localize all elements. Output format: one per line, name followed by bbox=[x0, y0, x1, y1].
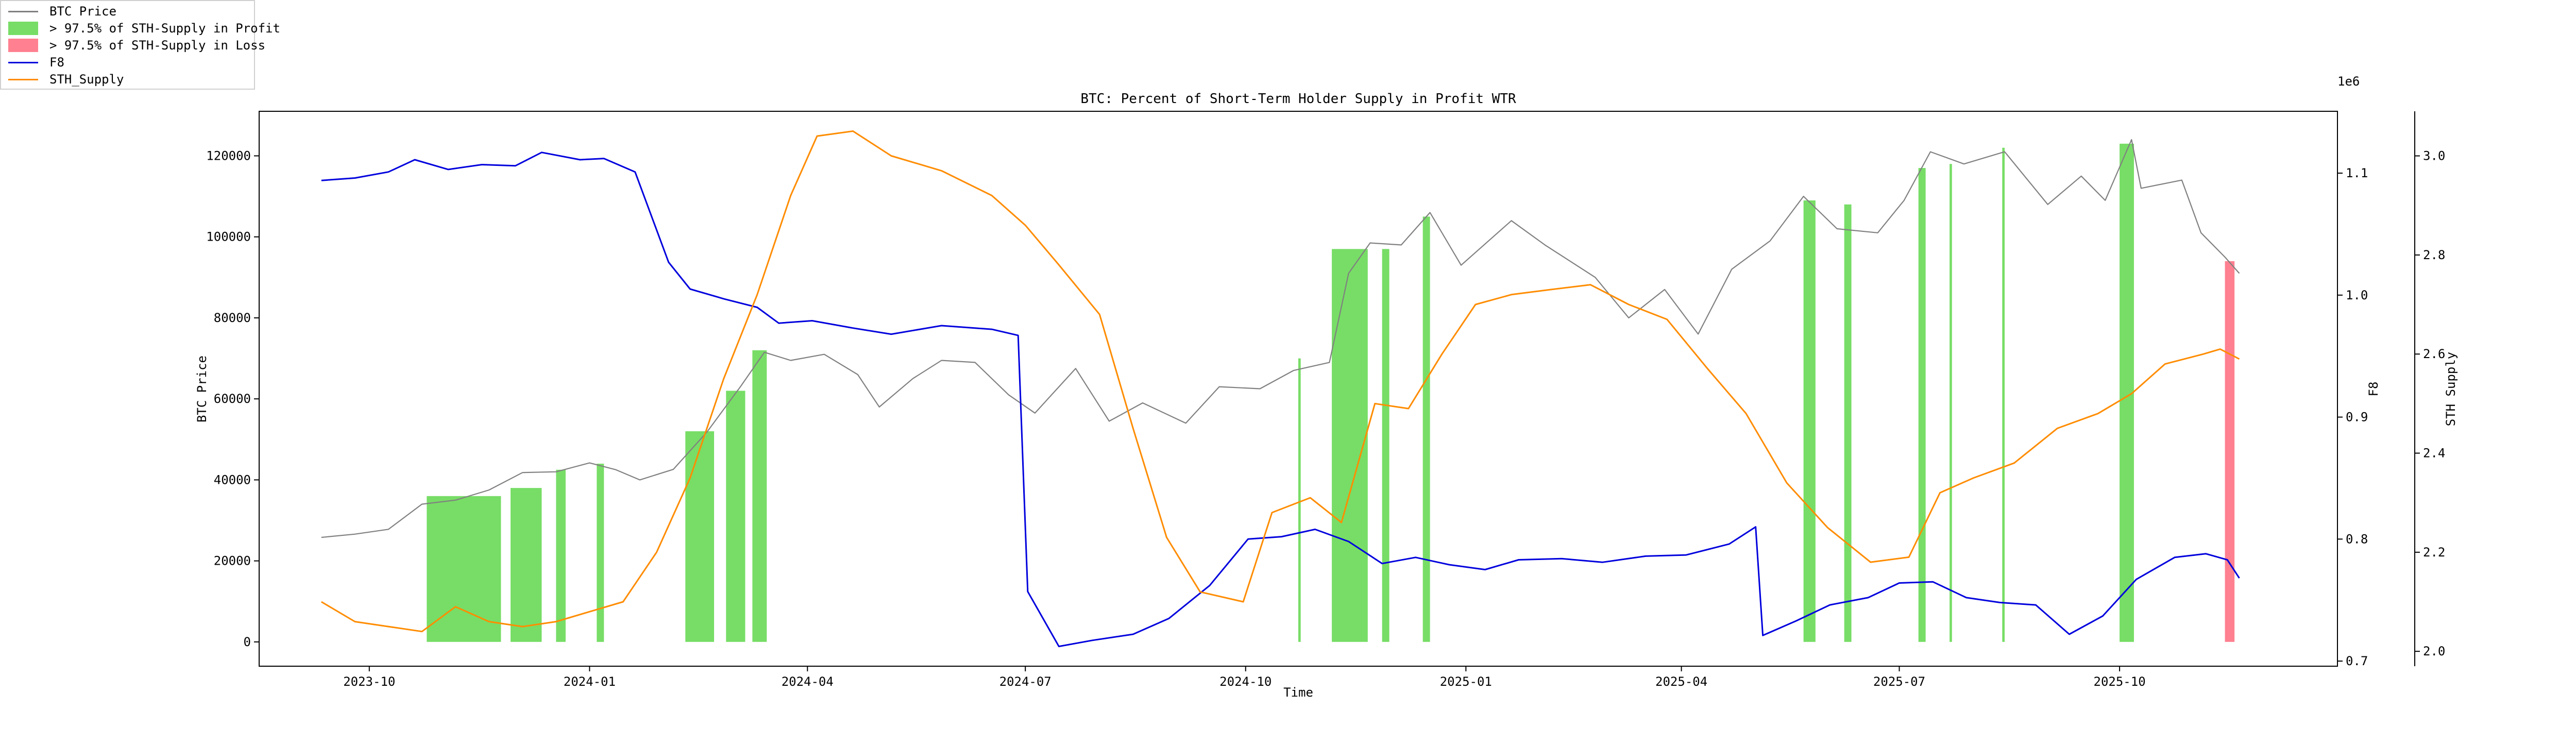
legend-key-loss bbox=[8, 39, 38, 52]
legend-key-btc-price bbox=[8, 5, 38, 18]
x-tick-label: 2024-01 bbox=[564, 674, 616, 689]
legend: BTC Price > 97.5% of STH-Supply in Profi… bbox=[0, 0, 280, 90]
profit-band bbox=[1422, 216, 1430, 642]
f8-tick-label: 0.8 bbox=[2346, 532, 2368, 546]
loss-band bbox=[2225, 261, 2235, 642]
legend-item-f8: F8 bbox=[8, 54, 64, 71]
legend-item-btc-price: BTC Price bbox=[8, 3, 116, 20]
y-tick-label: 0 bbox=[244, 635, 251, 649]
profit-band bbox=[1298, 358, 1301, 642]
x-tick-label: 2023-10 bbox=[343, 674, 395, 689]
y-tick-label: 40000 bbox=[214, 472, 251, 487]
y-tick-label: 20000 bbox=[214, 554, 251, 568]
y-tick-label: 100000 bbox=[206, 230, 251, 244]
x-tick-label: 2025-01 bbox=[1440, 674, 1492, 689]
legend-label: > 97.5% of STH-Supply in Profit bbox=[49, 21, 280, 36]
profit-band bbox=[726, 391, 745, 642]
legend-label: BTC Price bbox=[49, 4, 117, 19]
profit-band bbox=[2002, 147, 2005, 642]
sth-tick-label: 2.2 bbox=[2423, 545, 2445, 560]
x-tick-label: 2024-07 bbox=[999, 674, 1052, 689]
profit-band bbox=[685, 431, 715, 642]
sth-tick-label: 3.0 bbox=[2423, 149, 2445, 163]
sth-axis-offset-text: 1e6 bbox=[2337, 74, 2360, 89]
profit-band bbox=[1950, 164, 1952, 642]
x-tick-label: 2025-07 bbox=[1873, 674, 1925, 689]
profit-band bbox=[597, 463, 604, 642]
sth-tick-label: 2.4 bbox=[2423, 446, 2445, 461]
profit-band bbox=[1844, 204, 1852, 642]
sth-supply-line bbox=[321, 130, 2240, 633]
f8-tick-label: 0.7 bbox=[2346, 654, 2368, 668]
x-tick-label: 2024-04 bbox=[782, 674, 834, 689]
sth-tick-label: 2.0 bbox=[2423, 644, 2445, 658]
profit-band bbox=[510, 488, 542, 642]
profit-band bbox=[556, 469, 566, 642]
profit-band bbox=[1803, 200, 1816, 642]
f8-line bbox=[321, 151, 2240, 648]
legend-item-sth-supply: STH_Supply bbox=[8, 71, 124, 88]
chart-title: BTC: Percent of Short-Term Holder Supply… bbox=[1080, 91, 1516, 107]
legend-key-f8 bbox=[8, 56, 38, 69]
profit-band bbox=[1918, 168, 1926, 642]
profit-band bbox=[1382, 249, 1389, 642]
x-axis-label: Time bbox=[1283, 685, 1313, 700]
legend-item-loss: > 97.5% of STH-Supply in Loss bbox=[8, 37, 265, 54]
plot-frame bbox=[259, 111, 2338, 667]
sth-tick-label: 2.8 bbox=[2423, 248, 2445, 262]
f8-axis-label: F8 bbox=[2366, 382, 2381, 397]
legend-label: STH_Supply bbox=[49, 72, 124, 87]
y-tick-label: 120000 bbox=[206, 148, 251, 163]
legend-label: > 97.5% of STH-Supply in Loss bbox=[49, 38, 266, 53]
f8-tick-label: 0.9 bbox=[2346, 410, 2368, 425]
legend-key-profit bbox=[8, 22, 38, 35]
profit-band bbox=[1332, 249, 1368, 642]
f8-tick-label: 1.0 bbox=[2346, 288, 2368, 302]
legend-key-sth-supply bbox=[8, 73, 38, 86]
profit-band bbox=[752, 350, 767, 642]
profit-band bbox=[427, 496, 501, 642]
y-axis-label: BTC Price bbox=[195, 356, 209, 422]
sth-tick-label: 2.6 bbox=[2423, 347, 2445, 361]
legend-label: F8 bbox=[49, 55, 64, 70]
x-tick-label: 2025-10 bbox=[2094, 674, 2146, 689]
btc-price-line bbox=[321, 139, 2240, 538]
f8-tick-label: 1.1 bbox=[2346, 166, 2368, 180]
y-tick-label: 80000 bbox=[214, 311, 251, 325]
y-tick-label: 60000 bbox=[214, 392, 251, 406]
x-tick-label: 2025-04 bbox=[1655, 674, 1707, 689]
legend-item-profit: > 97.5% of STH-Supply in Profit bbox=[8, 20, 280, 37]
x-tick-label: 2024-10 bbox=[1219, 674, 1272, 689]
sth-axis-label: STH Supply bbox=[2444, 352, 2458, 427]
